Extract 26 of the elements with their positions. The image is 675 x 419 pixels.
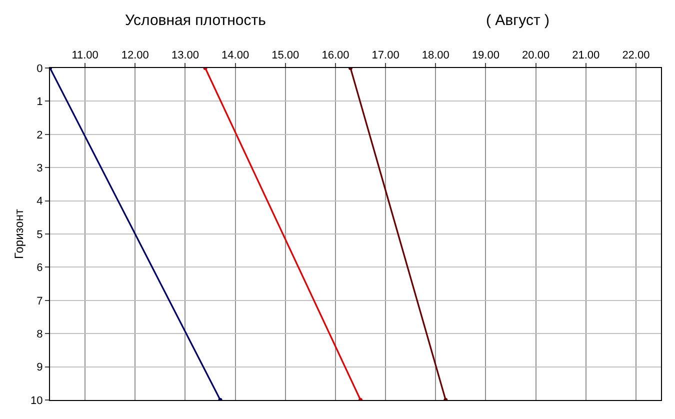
y-tick-label: 0 [36, 62, 43, 75]
x-tick-label: 14.00 [222, 50, 250, 62]
y-tick-label: 3 [36, 162, 43, 174]
x-tick-label: 17.00 [372, 50, 400, 62]
x-tick-label: 13.00 [171, 50, 199, 62]
y-tick-label: 5 [36, 228, 43, 241]
y-tick-label: 6 [36, 262, 43, 274]
x-tick-label: 21.00 [572, 50, 600, 62]
x-tick-label: 15.00 [272, 50, 300, 62]
chart-title: Условная плотность [125, 12, 266, 29]
x-tick-label: 22.00 [622, 50, 650, 62]
x-tick-label: 18.00 [422, 50, 450, 62]
x-tick-label: 11.00 [72, 50, 98, 62]
y-tick-label: 4 [36, 196, 43, 208]
x-tick-label: 19.00 [472, 50, 500, 62]
y-tick-label: 7 [36, 295, 43, 308]
x-tick-label: 16.00 [322, 50, 350, 62]
chart-subtitle: ( Август ) [486, 12, 550, 29]
y-tick-label: 10 [30, 394, 43, 407]
y-tick-label: 1 [36, 96, 43, 108]
x-tick-label: 12.00 [121, 50, 149, 62]
x-tick-label: 20.00 [522, 50, 550, 62]
y-tick-label: 9 [36, 362, 43, 374]
y-tick-label: 8 [36, 328, 43, 340]
y-tick-label: 2 [36, 129, 43, 142]
y-axis-title: Горизонт [12, 208, 26, 259]
